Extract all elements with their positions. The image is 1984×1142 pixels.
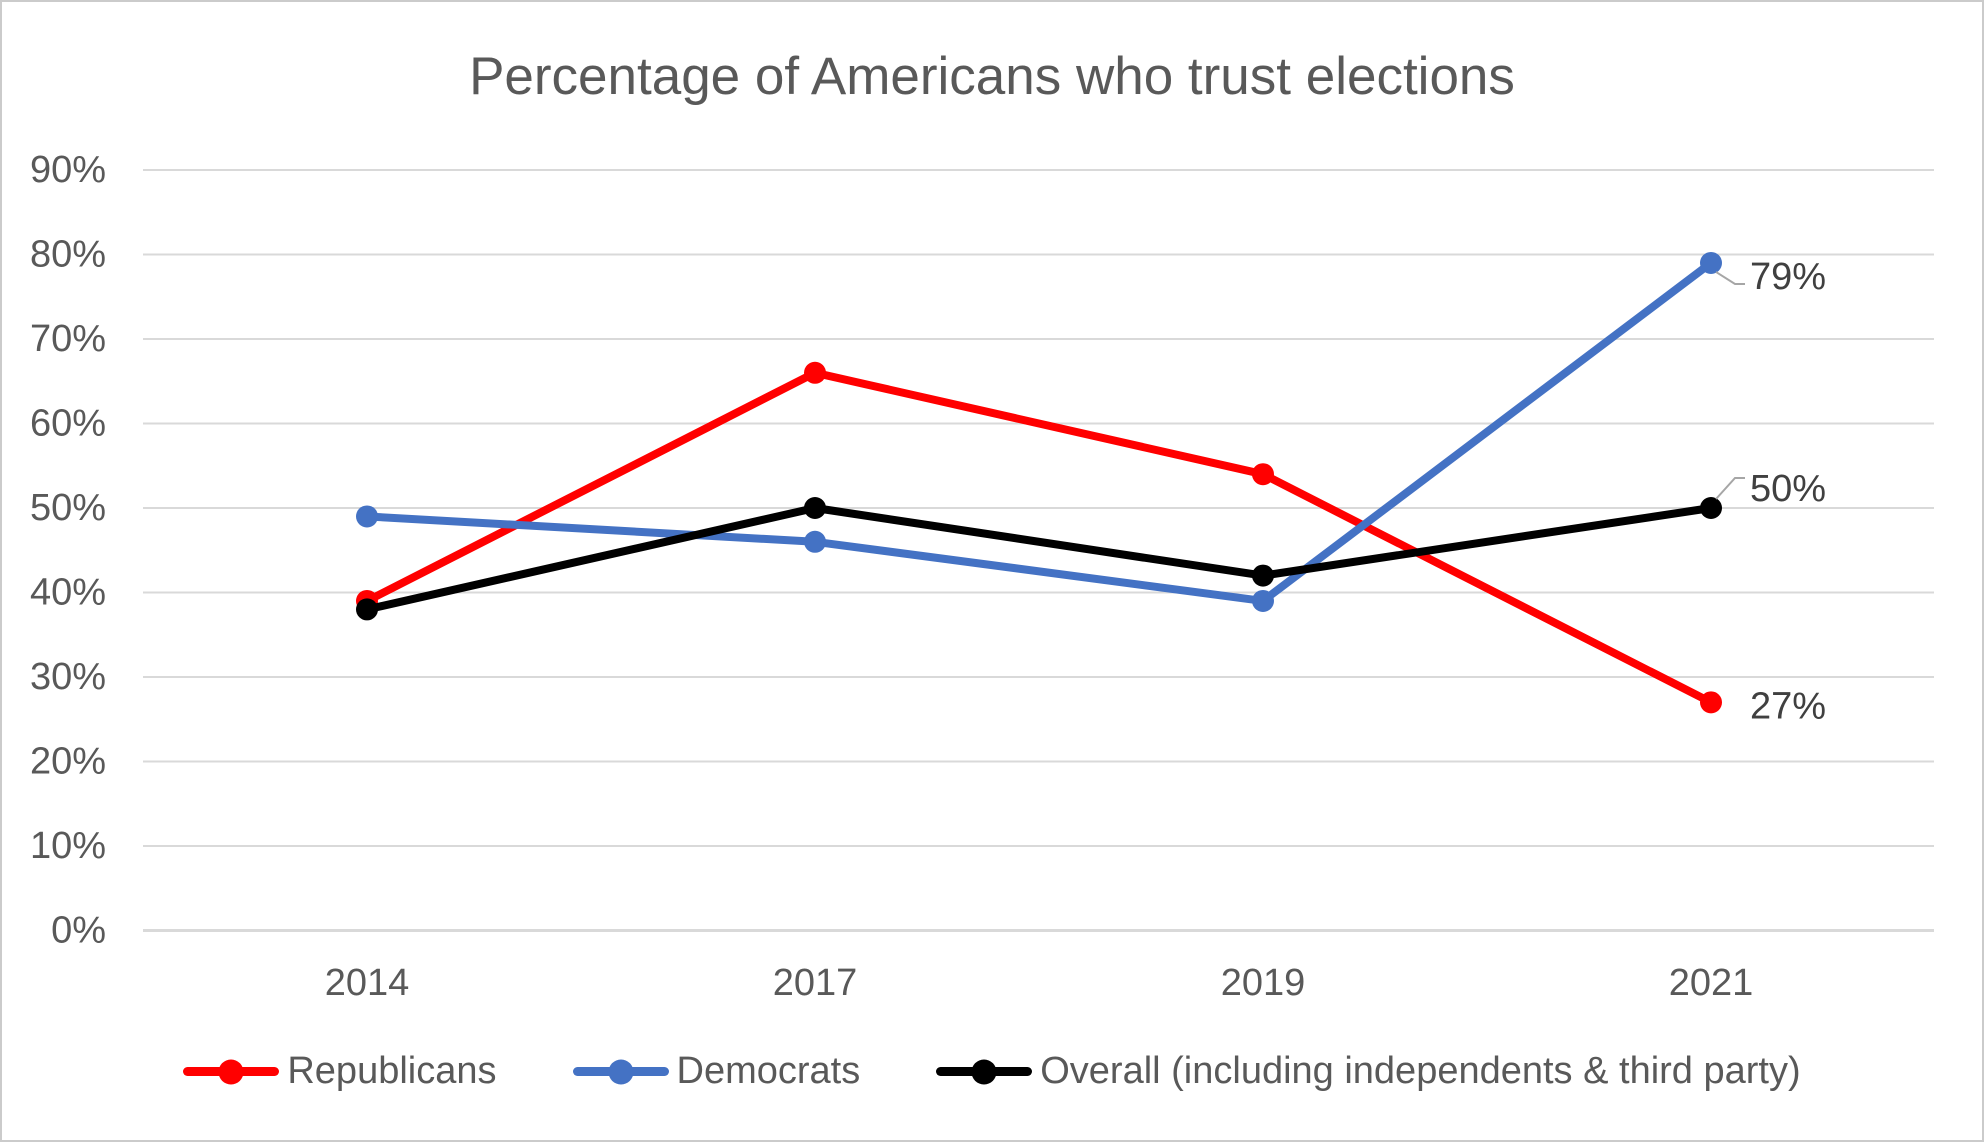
y-tick-label: 40% (30, 572, 106, 614)
legend-label-republicans: Republicans (287, 1050, 497, 1092)
legend-label-democrats: Democrats (676, 1050, 861, 1092)
legend: Republicans Democrats Overall (including i… (2, 1050, 1982, 1093)
data-label-republicans: 27% (1750, 685, 1826, 727)
y-tick-label: 60% (30, 403, 106, 445)
legend-label-overall: Overall (including independents & third … (1040, 1050, 1801, 1092)
legend-swatch-democrats (572, 1059, 669, 1084)
data-label-overall: 50% (1750, 468, 1826, 510)
chart-title: Percentage of Americans who trust electi… (469, 47, 1515, 106)
leader-line (1715, 271, 1745, 285)
data-point-republicans-2017 (804, 361, 826, 384)
x-axis-label: 2019 (1221, 962, 1306, 1004)
data-point-overall-2017 (804, 497, 826, 519)
x-axis-label: 2014 (325, 962, 410, 1004)
series-line-republicans (363, 368, 1715, 707)
data-point-democrats-2021 (1700, 251, 1722, 274)
series-line-democrats (363, 258, 1715, 605)
data-point-republicans-2021 (1700, 691, 1722, 714)
data-label-democrats: 79% (1750, 256, 1826, 298)
data-point-republicans-2019 (1252, 463, 1274, 486)
legend-swatch-overall (936, 1059, 1033, 1084)
legend-item-overall: Overall (including independents & third … (936, 1050, 1801, 1093)
data-point-democrats-2019 (1252, 589, 1274, 612)
series-line-overall (363, 504, 1715, 614)
y-tick-label: 50% (30, 487, 106, 529)
x-axis-label: 2017 (773, 962, 858, 1004)
y-tick-label: 70% (30, 318, 106, 360)
legend-swatch-republicans (183, 1059, 280, 1084)
data-point-democrats-2017 (804, 530, 826, 553)
legend-marker-dot-democrats (608, 1059, 633, 1084)
x-axis-label: 2021 (1669, 962, 1754, 1004)
legend-marker-dot-republicans (218, 1059, 244, 1084)
legend-marker-dot-overall (971, 1059, 997, 1084)
data-point-overall-2021 (1700, 497, 1722, 519)
y-tick-label: 30% (30, 656, 106, 698)
leader-line (1715, 477, 1745, 500)
y-tick-label: 0% (51, 910, 106, 952)
data-point-democrats-2014 (356, 505, 378, 528)
y-tick-label: 20% (30, 741, 106, 783)
legend-item-democrats: Democrats (572, 1050, 861, 1093)
y-tick-label: 80% (30, 234, 106, 276)
legend-item-republicans: Republicans (183, 1050, 497, 1093)
y-tick-label: 90% (30, 149, 106, 191)
y-tick-label: 10% (30, 825, 106, 867)
data-point-overall-2019 (1252, 564, 1274, 587)
data-point-overall-2014 (356, 598, 378, 621)
